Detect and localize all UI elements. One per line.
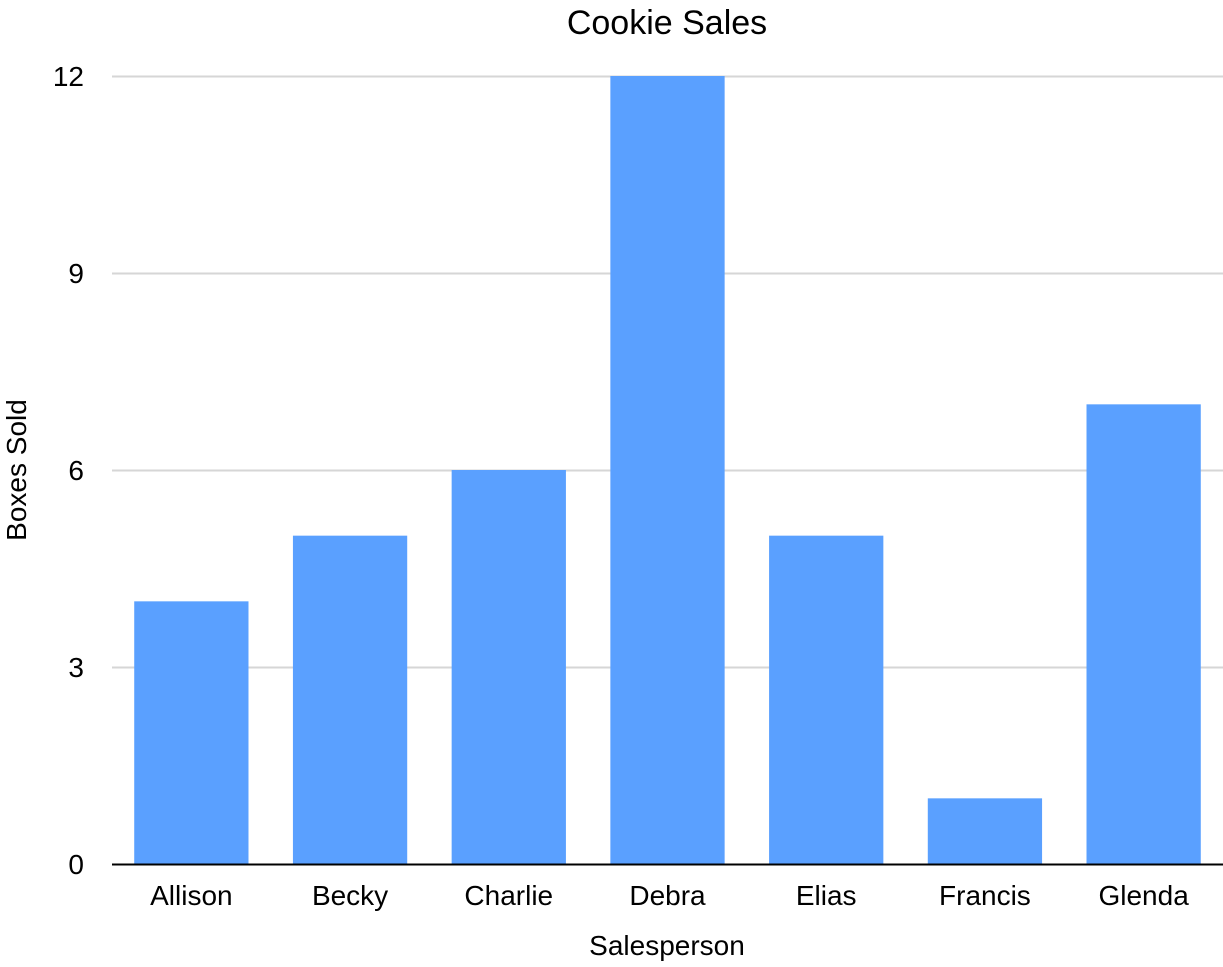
x-tick-labels: Allison Becky Charlie Debra Elias Francis Glen…: [150, 880, 1189, 911]
bar-allison: [134, 601, 249, 864]
bars: [134, 76, 1201, 864]
y-tick-label: 3: [68, 652, 84, 683]
bar-elias: [769, 535, 884, 864]
bar-glenda: [1086, 404, 1201, 864]
y-axis-label: Boxes Sold: [1, 399, 32, 541]
y-tick-label: 9: [68, 258, 84, 289]
bar-becky: [292, 535, 408, 864]
x-tick-label: Francis: [939, 880, 1031, 911]
chart-title: Cookie Sales: [567, 4, 767, 42]
x-tick-label: Glenda: [1098, 880, 1189, 911]
x-tick-label: Allison: [150, 880, 232, 911]
y-tick-label: 6: [68, 455, 84, 486]
y-tick-labels: 0 3 6 9 12: [53, 61, 84, 880]
x-tick-label: Elias: [796, 880, 857, 911]
bar-charlie: [451, 470, 566, 864]
bar-debra: [610, 76, 725, 864]
bar-francis: [927, 798, 1043, 864]
x-tick-label: Charlie: [464, 880, 553, 911]
y-tick-label: 0: [68, 849, 84, 880]
x-tick-label: Debra: [629, 880, 706, 911]
x-tick-label: Becky: [312, 880, 388, 911]
x-axis-label: Salesperson: [589, 930, 745, 961]
y-tick-label: 12: [53, 61, 84, 92]
